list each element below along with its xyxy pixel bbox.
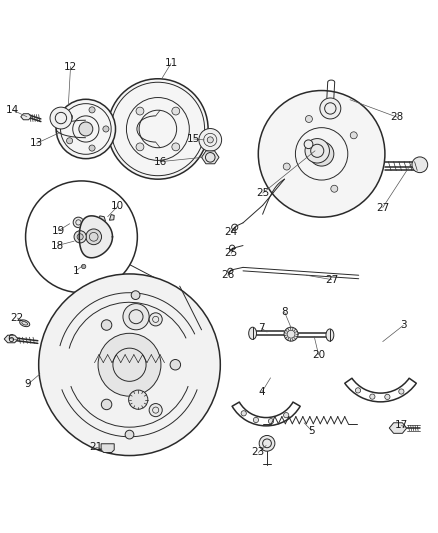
Text: 20: 20	[312, 350, 325, 360]
Circle shape	[74, 231, 86, 243]
Circle shape	[170, 359, 180, 370]
Circle shape	[101, 320, 112, 330]
Circle shape	[50, 107, 72, 129]
Polygon shape	[389, 423, 407, 433]
Text: 9: 9	[25, 379, 31, 390]
Circle shape	[149, 403, 162, 417]
Text: 25: 25	[225, 248, 238, 259]
Circle shape	[123, 304, 149, 330]
Circle shape	[370, 394, 375, 399]
Circle shape	[73, 217, 84, 228]
Circle shape	[305, 139, 329, 163]
Text: 19: 19	[52, 225, 65, 236]
Circle shape	[56, 99, 116, 159]
Circle shape	[136, 107, 144, 115]
Circle shape	[399, 389, 404, 394]
Text: 3: 3	[400, 320, 406, 330]
Polygon shape	[101, 444, 114, 453]
Circle shape	[241, 411, 246, 416]
Circle shape	[125, 430, 134, 439]
Text: 11: 11	[164, 59, 177, 68]
Circle shape	[259, 435, 275, 451]
Polygon shape	[110, 215, 114, 220]
Text: 6: 6	[7, 334, 14, 344]
Circle shape	[149, 313, 162, 326]
Circle shape	[131, 291, 140, 300]
Circle shape	[207, 137, 213, 143]
Circle shape	[199, 128, 222, 151]
Circle shape	[172, 143, 180, 151]
Text: 7: 7	[258, 324, 265, 334]
Circle shape	[136, 143, 144, 151]
Text: 13: 13	[30, 139, 43, 148]
Text: 21: 21	[89, 442, 102, 453]
Circle shape	[258, 91, 385, 217]
Circle shape	[89, 145, 95, 151]
Text: 28: 28	[391, 112, 404, 122]
Circle shape	[350, 132, 357, 139]
Circle shape	[304, 140, 313, 149]
Text: 8: 8	[281, 307, 288, 317]
Circle shape	[67, 138, 73, 144]
Circle shape	[89, 107, 95, 113]
Circle shape	[283, 413, 289, 418]
Circle shape	[67, 114, 73, 120]
Circle shape	[305, 116, 312, 123]
Text: 15: 15	[187, 134, 200, 144]
Circle shape	[385, 394, 390, 400]
Circle shape	[129, 390, 148, 409]
Circle shape	[79, 122, 93, 136]
Circle shape	[331, 185, 338, 192]
Polygon shape	[79, 216, 113, 258]
Circle shape	[103, 126, 109, 132]
Text: 12: 12	[64, 61, 77, 71]
Text: 25: 25	[256, 188, 269, 198]
Text: 10: 10	[111, 201, 124, 211]
Text: 1: 1	[72, 266, 79, 276]
Circle shape	[284, 327, 298, 341]
Text: 26: 26	[221, 270, 234, 280]
Text: 17: 17	[395, 421, 408, 431]
Polygon shape	[98, 216, 106, 222]
Circle shape	[81, 264, 86, 269]
Circle shape	[283, 163, 290, 170]
Ellipse shape	[326, 329, 334, 341]
Circle shape	[268, 418, 274, 424]
Text: 16: 16	[153, 157, 167, 167]
Text: 24: 24	[225, 228, 238, 237]
Circle shape	[39, 274, 220, 456]
Circle shape	[320, 98, 341, 119]
Circle shape	[77, 234, 83, 240]
Text: 5: 5	[308, 426, 315, 435]
Circle shape	[412, 157, 427, 173]
Polygon shape	[201, 151, 219, 164]
Circle shape	[108, 79, 208, 179]
Text: 14: 14	[6, 105, 20, 115]
Circle shape	[309, 142, 334, 166]
Text: 22: 22	[11, 313, 24, 323]
Circle shape	[86, 229, 102, 245]
Text: 18: 18	[51, 240, 64, 251]
Ellipse shape	[249, 327, 257, 340]
Circle shape	[98, 333, 161, 396]
Ellipse shape	[20, 320, 30, 327]
Circle shape	[172, 107, 180, 115]
Text: 4: 4	[258, 387, 265, 397]
Text: 23: 23	[252, 448, 265, 457]
Text: 27: 27	[376, 203, 389, 213]
Text: 27: 27	[325, 274, 338, 285]
Polygon shape	[21, 114, 31, 120]
Circle shape	[355, 387, 360, 393]
Circle shape	[253, 417, 258, 423]
Polygon shape	[4, 335, 18, 343]
Circle shape	[101, 399, 112, 410]
